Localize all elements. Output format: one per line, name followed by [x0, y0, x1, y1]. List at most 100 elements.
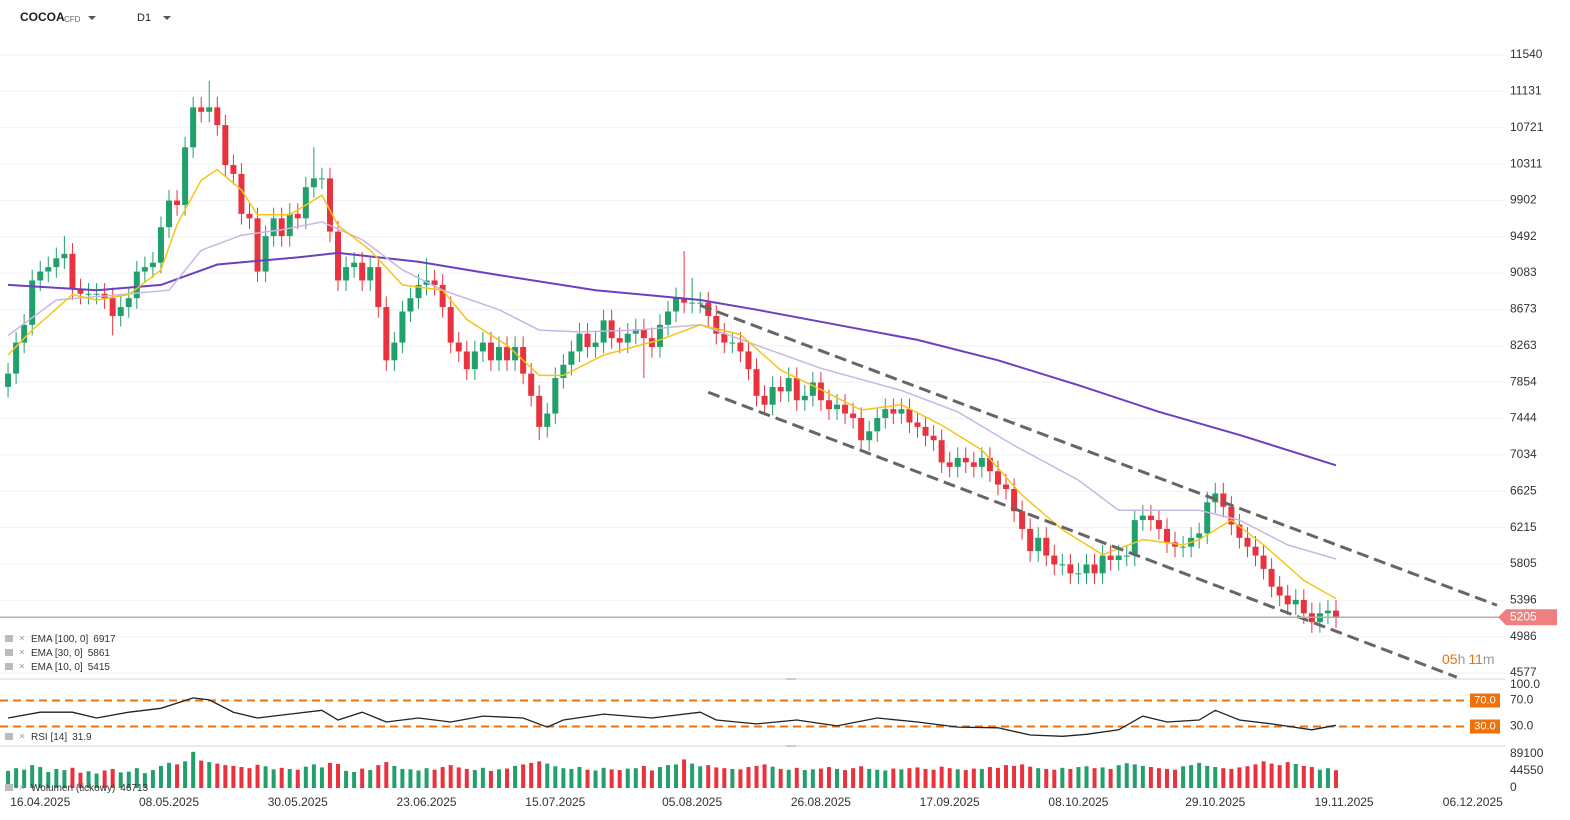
volume-bar [464, 768, 469, 788]
candle-body [793, 378, 800, 401]
candle-body [53, 258, 60, 268]
y-tick-label: 9902 [1510, 193, 1537, 207]
candle-body [351, 262, 358, 268]
y-tick-label: 6625 [1510, 483, 1537, 497]
legend-text: 46713 [120, 783, 148, 794]
candle-body [1292, 599, 1299, 605]
volume-bar [255, 764, 260, 788]
volume-bar [279, 767, 284, 788]
y-tick-label: 4577 [1510, 665, 1537, 679]
symbol-dropdown[interactable] [88, 16, 96, 20]
volume-bar [22, 769, 27, 788]
volume-bar [867, 768, 872, 788]
y-tick-label: 5396 [1510, 592, 1537, 606]
legend-remove: × [19, 634, 25, 645]
candle-body [1075, 573, 1082, 575]
symbol-kind: CFD [64, 15, 81, 24]
candle-body [1115, 555, 1122, 561]
volume-bar [907, 768, 912, 788]
volume-bar [818, 768, 823, 788]
candle-body [391, 342, 398, 361]
candle-body [954, 457, 961, 467]
candle-body [318, 178, 325, 180]
volume-bar [1293, 764, 1298, 788]
volume-bar [1229, 768, 1234, 788]
candle-body [479, 342, 486, 352]
y-tick-label: 7444 [1510, 411, 1537, 425]
volume-bar [706, 765, 711, 788]
legend-text: Wolumen (tickowy) [31, 783, 115, 794]
volume-bar [899, 769, 904, 788]
volume-bar [641, 765, 646, 788]
last-price-box [1498, 609, 1557, 626]
volume-bar [376, 765, 381, 788]
candle-body [938, 440, 945, 463]
volume-bar [1116, 765, 1121, 788]
ema-line [7, 251, 1337, 467]
candle-body [729, 342, 736, 344]
volume-bar [223, 765, 228, 788]
candle-body [552, 378, 559, 414]
volume-bar [239, 767, 244, 788]
volume-bar [939, 766, 944, 788]
x-tick-label: 08.05.2025 [139, 795, 199, 809]
volume-bar [778, 768, 783, 788]
timeframe[interactable]: D1 [137, 12, 151, 24]
candle-body [1180, 546, 1187, 548]
y-tick-label: 9083 [1510, 265, 1537, 279]
volume-bar [440, 767, 445, 788]
volume-bar [979, 768, 984, 788]
candle-body [721, 333, 728, 343]
legend-text: 31.9 [72, 732, 92, 743]
legend-entry: EMA [30, 0] 5861 [31, 648, 110, 659]
volume-bar [150, 770, 155, 788]
candle-body [278, 218, 285, 237]
legend-icon [5, 784, 13, 791]
volume-bar [569, 768, 574, 788]
volume-bar [126, 771, 131, 788]
candle-body [415, 284, 422, 299]
volume-bar [625, 768, 630, 788]
candle-body [286, 213, 293, 237]
candle-body [576, 333, 583, 352]
candle-body [1139, 515, 1146, 521]
candle-body [1332, 610, 1339, 618]
timeframe-dropdown[interactable] [163, 16, 171, 20]
symbol[interactable]: COCOA [20, 10, 65, 24]
candle-body [1228, 506, 1235, 525]
x-tick-label: 23.06.2025 [397, 795, 457, 809]
y-tick-label: 5805 [1510, 556, 1537, 570]
candle-body [1003, 484, 1010, 490]
candle-body [270, 218, 277, 237]
volume-bar [521, 764, 526, 788]
rsi-level-label: 30.0 [1474, 720, 1495, 732]
volume-bar [561, 768, 566, 788]
candle-body [664, 311, 671, 325]
candle-body [399, 311, 406, 343]
candle-body [182, 147, 189, 205]
candle-body [1147, 515, 1154, 521]
candle-body [1027, 528, 1034, 552]
candle-body [326, 178, 333, 232]
ema-line [7, 221, 1337, 560]
candle-body [858, 418, 865, 441]
candle-body [198, 107, 205, 112]
candle-body [994, 471, 1001, 485]
x-tick-label: 08.10.2025 [1048, 795, 1108, 809]
candle-body [1131, 520, 1138, 556]
candle-body [874, 418, 881, 432]
legend-entry: RSI [14] 31.9 [31, 732, 92, 743]
volume-bar [110, 768, 115, 788]
candle-body [29, 280, 36, 325]
volume-bar [665, 765, 670, 788]
legend-entry: EMA [10, 0] 5415 [31, 662, 110, 673]
candle-body [962, 457, 969, 463]
volume-bar [851, 768, 856, 788]
candle-body [737, 342, 744, 352]
y-tick-label: 4986 [1510, 629, 1537, 643]
candle-body [842, 404, 849, 414]
legend-text: EMA [100, 0] [31, 634, 88, 645]
volume-bar [529, 762, 534, 788]
rsi-line [7, 697, 1337, 737]
candle-body [906, 409, 913, 423]
